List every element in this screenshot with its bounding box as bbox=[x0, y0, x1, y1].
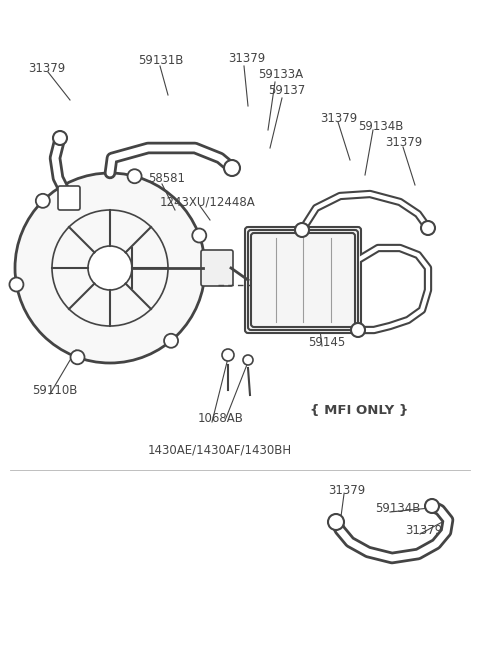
Circle shape bbox=[10, 277, 24, 292]
Text: 31379: 31379 bbox=[228, 51, 265, 64]
Circle shape bbox=[128, 170, 142, 183]
FancyBboxPatch shape bbox=[245, 227, 361, 333]
FancyBboxPatch shape bbox=[201, 250, 233, 286]
Text: 31379: 31379 bbox=[28, 62, 65, 74]
Circle shape bbox=[88, 246, 132, 290]
Text: 59137: 59137 bbox=[268, 83, 305, 97]
Circle shape bbox=[351, 323, 365, 337]
Text: 59134B: 59134B bbox=[375, 501, 420, 514]
Circle shape bbox=[222, 349, 234, 361]
Text: 59145: 59145 bbox=[248, 311, 285, 325]
Circle shape bbox=[243, 355, 253, 365]
Circle shape bbox=[71, 350, 84, 364]
Text: 1068AB: 1068AB bbox=[198, 411, 244, 424]
FancyBboxPatch shape bbox=[248, 230, 358, 330]
Circle shape bbox=[295, 223, 309, 237]
Text: 1430AE/1430AF/1430BH: 1430AE/1430AF/1430BH bbox=[148, 443, 292, 457]
Circle shape bbox=[421, 221, 435, 235]
Text: 59133A: 59133A bbox=[258, 68, 303, 81]
Circle shape bbox=[224, 160, 240, 176]
Text: 31379: 31379 bbox=[405, 524, 442, 537]
Text: 59134B: 59134B bbox=[358, 120, 403, 133]
Circle shape bbox=[425, 499, 439, 513]
Circle shape bbox=[53, 131, 67, 145]
Circle shape bbox=[164, 334, 178, 348]
Text: 59145: 59145 bbox=[308, 336, 345, 348]
Text: 59135A: 59135A bbox=[278, 319, 323, 332]
Text: 59131B: 59131B bbox=[138, 53, 183, 66]
Circle shape bbox=[328, 514, 344, 530]
Circle shape bbox=[192, 229, 206, 242]
Text: 1243XU/12448A: 1243XU/12448A bbox=[160, 196, 256, 208]
Text: 31379: 31379 bbox=[385, 137, 422, 150]
Text: 59110B: 59110B bbox=[32, 384, 77, 397]
Text: 31379: 31379 bbox=[320, 112, 357, 124]
Circle shape bbox=[36, 194, 50, 208]
Text: 58581: 58581 bbox=[148, 171, 185, 185]
Circle shape bbox=[15, 173, 205, 363]
Text: { MFI ONLY }: { MFI ONLY } bbox=[310, 403, 408, 417]
FancyBboxPatch shape bbox=[58, 186, 80, 210]
FancyBboxPatch shape bbox=[251, 233, 355, 327]
Text: 31379: 31379 bbox=[328, 484, 365, 497]
